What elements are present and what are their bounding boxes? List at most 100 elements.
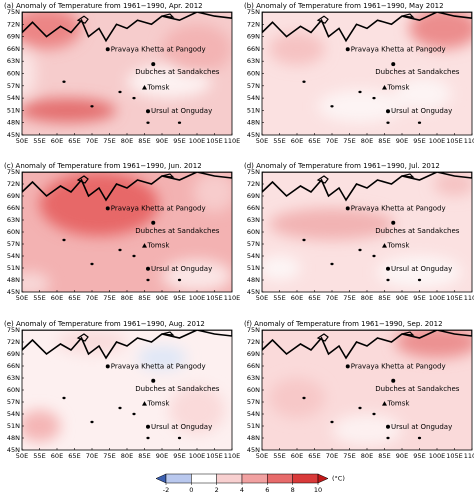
- lon-label: 80E: [361, 294, 373, 302]
- lon-label: 65E: [68, 452, 80, 460]
- lon-label: 65E: [68, 137, 80, 145]
- lon-label: 110E: [224, 294, 241, 302]
- lon-label: 80E: [121, 294, 133, 302]
- sea-edge: [76, 173, 175, 184]
- lon-label: 90E: [156, 294, 168, 302]
- lon-label: 85E: [138, 294, 150, 302]
- lat-label: 60N: [247, 228, 260, 236]
- map-body: [262, 172, 472, 292]
- lat-label: 60N: [7, 228, 20, 236]
- coastline: [262, 172, 472, 202]
- lon-label: 90E: [396, 452, 408, 460]
- lat-label: 63N: [7, 374, 20, 382]
- anomaly-patch: [269, 378, 325, 418]
- map-panel: (c) Anomaly of Temperature from 1961−199…: [4, 162, 240, 302]
- station-marker: [142, 243, 147, 248]
- station-marker: [146, 109, 150, 114]
- colorbar-unit: (°C): [332, 475, 345, 483]
- lat-label: 48N: [7, 119, 20, 127]
- lake: [146, 278, 150, 282]
- station-marker: [391, 62, 396, 67]
- lat-label: 54N: [7, 94, 20, 102]
- panel-title: (a) Anomaly of Temperature from 1961−199…: [4, 2, 203, 10]
- anomaly-patch: [269, 32, 325, 66]
- station-label: Pravaya Khetta at Pangody: [111, 362, 206, 370]
- map-panel: (d) Anomaly of Temperature from 1961−199…: [244, 162, 474, 302]
- lat-label: 72N: [247, 180, 260, 188]
- lon-label: 70E: [86, 294, 98, 302]
- lon-label: 110E: [464, 452, 474, 460]
- station-label: Ursul at Onguday: [151, 107, 212, 115]
- colorbar-bin: [191, 473, 217, 484]
- lake: [372, 96, 376, 100]
- anomaly-patch: [269, 208, 395, 240]
- colorbar-high: [317, 473, 329, 484]
- lat-label: 57N: [247, 398, 260, 406]
- station-label: Pravaya Khetta at Pangody: [111, 204, 206, 212]
- colorbar: -2 0 2 4 6 8 10 (°C): [155, 473, 345, 494]
- lon-label: 95E: [173, 452, 185, 460]
- station-marker: [146, 266, 150, 271]
- station-marker: [345, 206, 350, 211]
- lon-label: 50E: [16, 452, 28, 460]
- lat-label: 69N: [247, 350, 260, 358]
- anomaly-patch: [22, 48, 36, 99]
- map-panel: (f) Anomaly of Temperature from 1961−199…: [244, 320, 474, 460]
- lat-label: 48N: [247, 119, 260, 127]
- lat-label: 63N: [247, 216, 260, 224]
- lat-label: 51N: [7, 264, 20, 272]
- lat-label: 69N: [7, 350, 20, 358]
- lat-label: 75N: [247, 8, 260, 16]
- lat-label: 45N: [247, 446, 260, 454]
- lon-label: 100E: [429, 137, 446, 145]
- panel-title: (e) Anomaly of Temperature from 1961−199…: [4, 320, 205, 328]
- lon-label: 70E: [326, 137, 338, 145]
- lat-label: 69N: [247, 33, 260, 41]
- lat-label: 69N: [7, 192, 20, 200]
- station-label: Tomsk: [387, 83, 411, 91]
- station-marker: [142, 401, 147, 406]
- station-marker: [386, 424, 390, 429]
- lon-label: 75E: [343, 137, 355, 145]
- station-label: Tomsk: [147, 400, 171, 408]
- coastline: [262, 12, 472, 43]
- lat-label: 66N: [7, 204, 20, 212]
- lake: [146, 121, 150, 124]
- lon-label: 80E: [361, 137, 373, 145]
- station-label: Dubches at Sandakches: [135, 227, 220, 235]
- coastline: [22, 172, 232, 202]
- lake: [417, 278, 422, 282]
- lake: [62, 396, 66, 400]
- lake: [372, 254, 376, 258]
- station-label: Tomsk: [147, 242, 171, 250]
- lon-label: 75E: [343, 294, 355, 302]
- map-body: [262, 330, 472, 450]
- lon-label: 85E: [378, 137, 390, 145]
- lat-label: 57N: [247, 82, 260, 90]
- sea-edge: [316, 173, 415, 184]
- station-marker: [151, 220, 156, 225]
- anomaly-field: [22, 172, 232, 292]
- anomaly-patch: [39, 172, 159, 236]
- lat-label: 66N: [247, 45, 260, 53]
- map-panel: (e) Anomaly of Temperature from 1961−199…: [4, 320, 240, 460]
- panel-title: (c) Anomaly of Temperature from 1961−199…: [4, 162, 202, 170]
- lon-label: 90E: [156, 137, 168, 145]
- station-marker: [391, 378, 396, 383]
- lat-label: 66N: [247, 204, 260, 212]
- lat-label: 66N: [7, 45, 20, 53]
- lon-label: 55E: [33, 452, 45, 460]
- lat-label: 54N: [7, 252, 20, 260]
- anomaly-patch: [162, 24, 232, 74]
- station-label: Pravaya Khetta at Pangody: [351, 45, 446, 53]
- lon-label: 90E: [396, 137, 408, 145]
- station-label: Ursul at Onguday: [151, 265, 212, 273]
- lon-label: 65E: [68, 294, 80, 302]
- lon-label: 60E: [51, 137, 63, 145]
- lake: [372, 412, 376, 416]
- lat-label: 60N: [7, 70, 20, 78]
- lake: [146, 436, 150, 440]
- lat-label: 51N: [7, 422, 20, 430]
- lat-label: 51N: [247, 264, 260, 272]
- lon-label: 110E: [464, 137, 474, 145]
